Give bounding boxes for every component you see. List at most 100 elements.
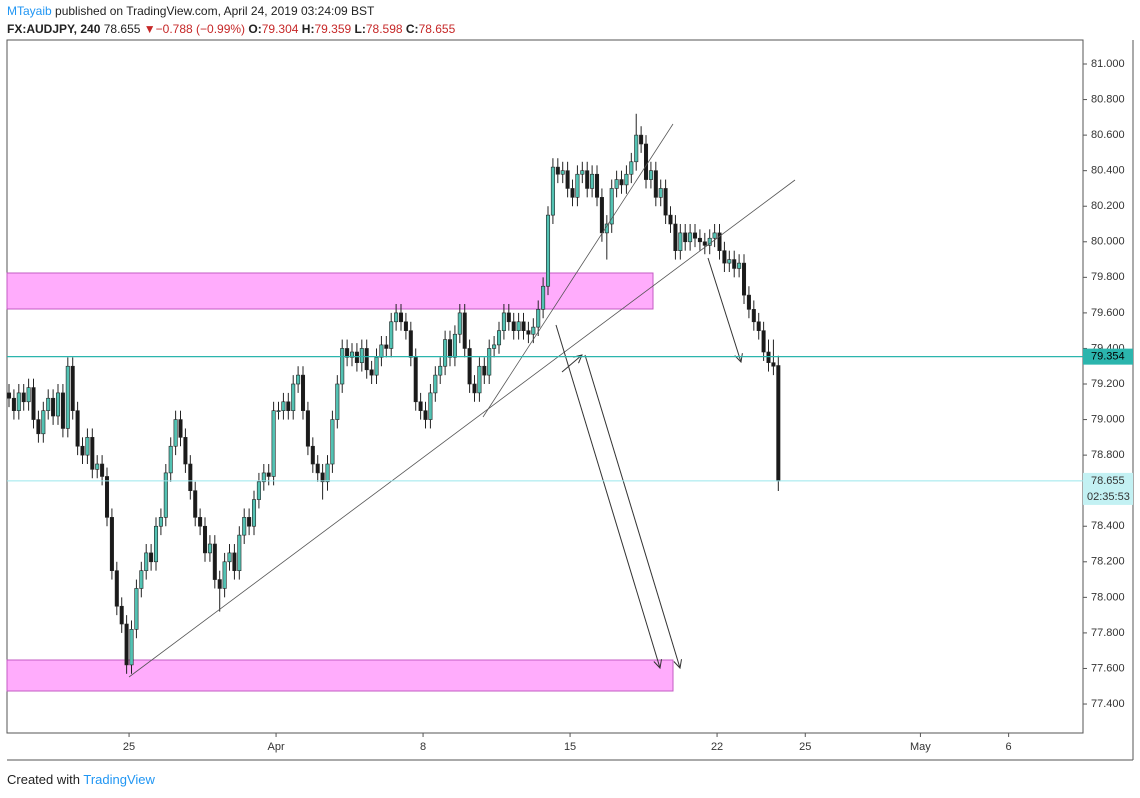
y-tick-label: 77.600 [1091,662,1125,674]
brand[interactable]: TradingView [83,772,155,787]
last-price-label: 78.655 [1091,475,1125,487]
candle-body [536,309,541,328]
candle-body [634,134,639,163]
last-price: 78.655 [103,22,141,36]
y-tick-label: 77.400 [1091,698,1125,710]
candle-body [305,410,310,447]
y-tick-label: 80.600 [1091,129,1125,141]
candle-body [335,383,340,420]
candle-body [766,351,771,363]
candle-body [692,232,698,239]
c-value: 78.655 [418,22,456,36]
o-value: 79.304 [261,22,299,36]
candle-body [119,605,124,625]
candle-body [158,517,163,527]
last-price-box [1083,472,1133,505]
arrow[interactable] [561,355,582,373]
o-label: O: [248,22,262,36]
candle-body [609,188,614,225]
arrow[interactable] [707,257,741,362]
candle-body [178,419,183,438]
author[interactable]: MTayaib [7,4,52,18]
candle-body [423,410,428,420]
candle-body [683,232,688,243]
candle-body [11,397,16,411]
candle-body [251,499,257,527]
candle-body [653,170,658,198]
candle-body [364,348,369,371]
y-tick-label: 80.000 [1091,236,1125,248]
candle-body [173,419,178,447]
candle-body [202,525,208,554]
candle-body [36,419,41,435]
candle-body [55,392,61,417]
candle-body [168,445,173,474]
candle-body [227,552,232,563]
candle-body [296,374,301,385]
down-arrow: ▼ [143,22,156,36]
y-tick-label: 77.800 [1091,627,1125,639]
resistance-zone[interactable] [6,272,654,310]
candle-body [663,188,668,216]
candle-body [212,543,217,580]
candle-body [776,365,781,482]
candle-body [286,401,291,411]
l-label: L: [354,22,366,36]
candle-body [281,401,286,411]
candle-body [222,561,227,589]
candle-body [134,588,139,630]
candle-body [742,262,747,296]
candle-body [266,472,271,477]
candle-body [345,348,350,358]
y-tick-label: 80.400 [1091,165,1125,177]
arrow[interactable] [555,324,660,668]
candle-body [550,166,555,216]
arrow[interactable] [584,354,680,668]
candle-body [643,143,649,180]
candle-body [541,285,546,310]
candle-body [438,365,443,376]
candle-body [443,339,448,367]
candle-body [139,570,144,589]
candle-body [761,330,766,353]
candle-body [496,330,502,346]
candle-body [276,410,281,412]
candle-body [688,232,693,243]
candle-body [114,570,119,607]
candle-body [163,472,168,518]
candle-body [149,552,154,563]
candle-body [242,517,247,536]
candle-body [398,312,404,323]
candle-body [501,312,506,331]
candle-body [516,321,521,331]
created-with: Created with [7,772,80,787]
trend-line[interactable] [482,123,674,418]
trend-line[interactable] [128,179,796,678]
candle-body [193,490,198,518]
candle-body [594,173,600,198]
candle-body [315,463,320,474]
candle-body [477,365,482,394]
candle-body [560,170,565,175]
candle-body [394,312,399,323]
candle-body [487,348,492,376]
y-tick-label: 80.800 [1091,93,1125,105]
l-value: 78.598 [365,22,403,36]
candle-body [354,351,359,363]
y-tick-label: 79.600 [1091,307,1125,319]
x-tick-label: 22 [711,741,723,753]
candle-body [90,437,95,470]
plot-border [6,39,1084,734]
candle-body [648,170,653,180]
candle-body [457,312,462,335]
candle-body [668,214,673,225]
h-value: 79.359 [314,22,352,36]
candle-body [104,476,110,518]
candle-body [447,339,453,358]
y-tick-label: 78.800 [1091,449,1125,461]
support-zone[interactable] [6,659,674,692]
y-tick-label: 79.000 [1091,413,1125,425]
h-label: H: [301,22,315,36]
candle-body [271,410,276,477]
